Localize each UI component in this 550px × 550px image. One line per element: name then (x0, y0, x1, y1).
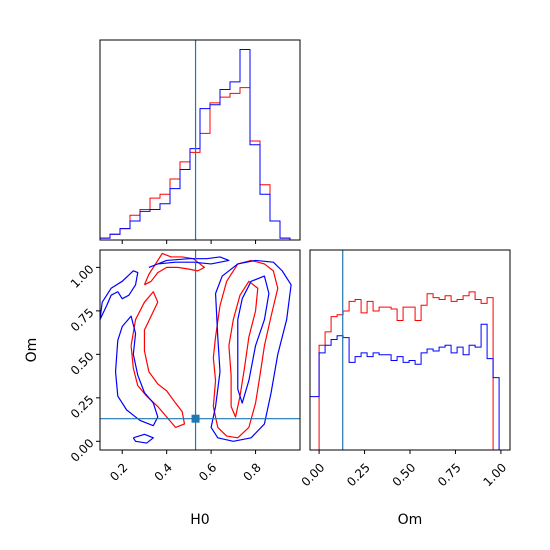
contour-y-tick-label: 1.00 (68, 262, 97, 291)
contour-y-tick-label: 0.00 (68, 436, 97, 465)
om-hist-x-tick-label: 0.25 (344, 460, 373, 489)
h0-histogram-frame (99, 39, 301, 241)
om-histogram-panel: 0.00 0.25 0.50 0.75 1.00 Om (299, 249, 511, 528)
om-hist-x-tick-label: 0.00 (299, 460, 328, 489)
contour-series-a (130, 291, 186, 428)
om-hist-x-tick-label: 1.00 (480, 460, 509, 489)
x-axis-label-om: Om (398, 512, 423, 528)
contour-x-tick-label: 0.8 (240, 460, 263, 483)
om-hist-x-tick-label: 0.75 (435, 460, 464, 489)
contour-y-tick-label: 0.25 (68, 393, 97, 422)
om-hist-series-b (310, 323, 510, 450)
h0-hist-series-b (100, 49, 300, 240)
contour-series-b (114, 315, 159, 427)
contour-series-a (143, 252, 206, 286)
contour-series-b (210, 259, 292, 442)
contour-series-a (228, 280, 259, 418)
contour-frame (99, 249, 301, 451)
h0-histogram-panel (99, 39, 301, 244)
contour-series-b (100, 270, 139, 320)
contour-x-tick-label: 0.6 (196, 460, 219, 483)
contour-y-tick-label: 0.75 (68, 306, 97, 335)
contour-series-b (148, 256, 230, 268)
x-axis-label-h0: H0 (190, 512, 209, 528)
contour-series-b (132, 433, 154, 444)
contour-y-tick-label: 0.50 (68, 349, 97, 378)
om-hist-series-a (310, 291, 510, 450)
contour-panel: 0.2 0.4 0.6 0.8 0.00 0.25 0.50 0.75 1.00 H0 Om (24, 249, 301, 528)
contour-truth-marker (191, 414, 200, 423)
contour-x-tick-label: 0.4 (152, 460, 175, 483)
y-axis-label-om: Om (24, 338, 40, 363)
om-hist-x-tick-label: 0.50 (390, 460, 419, 489)
om-histogram-frame (309, 249, 511, 451)
h0-hist-series-a (100, 87, 300, 240)
contour-x-tick-label: 0.2 (107, 460, 130, 483)
contour-series-b (237, 275, 270, 404)
